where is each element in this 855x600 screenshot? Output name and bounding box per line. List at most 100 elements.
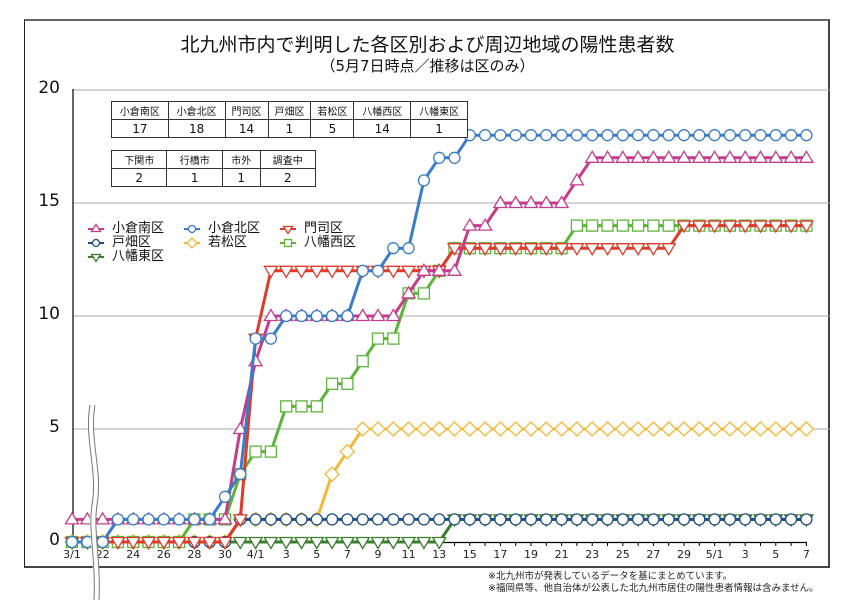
triangle-up-marker-icon <box>88 223 104 233</box>
x-tick-label: 3/1 <box>63 548 81 561</box>
data-point <box>263 536 279 550</box>
data-point <box>630 243 646 256</box>
table-value-cell: 17 <box>111 119 169 138</box>
data-point <box>370 308 386 322</box>
data-point <box>341 309 354 323</box>
data-point <box>400 285 417 299</box>
table-header-cell: 戸畑区 <box>267 101 312 120</box>
legend-label: 若松区 <box>208 235 248 250</box>
data-point <box>494 513 507 526</box>
legend-item: 八幡西区 <box>280 236 376 250</box>
data-point <box>188 513 201 526</box>
data-point <box>615 150 631 163</box>
data-point <box>310 309 323 323</box>
x-tick-label: 21 <box>555 548 569 561</box>
data-point <box>661 243 677 256</box>
data-point <box>784 513 798 526</box>
data-point <box>599 421 616 437</box>
data-point <box>371 332 385 345</box>
table-header-cell: 八幡西区 <box>353 101 412 120</box>
data-point <box>385 265 401 279</box>
data-point <box>524 513 538 526</box>
data-point <box>645 243 662 256</box>
data-point <box>309 265 325 279</box>
legend-row: 小倉南区 小倉北区 門司区 <box>88 222 376 236</box>
diamond-marker-icon <box>184 237 200 249</box>
data-point <box>127 513 140 526</box>
data-point <box>354 421 371 437</box>
data-point <box>599 243 616 256</box>
data-point <box>431 536 447 550</box>
x-tick-label: 11 <box>402 548 416 561</box>
data-point <box>477 217 493 231</box>
table-header-cell: 小倉北区 <box>167 101 226 120</box>
data-point <box>293 536 310 550</box>
data-point <box>769 129 782 142</box>
data-point <box>431 263 447 276</box>
data-point <box>263 308 279 322</box>
table-value-cell: 2 <box>110 168 168 187</box>
data-point <box>355 308 371 322</box>
data-point <box>676 220 692 234</box>
data-point <box>325 309 339 323</box>
data-point <box>324 466 341 483</box>
legend-item: 戸畑区 <box>88 236 184 250</box>
data-point <box>387 513 400 526</box>
data-point <box>309 536 325 550</box>
table-value-cell: 1 <box>410 119 468 138</box>
data-point <box>783 421 800 437</box>
data-point <box>280 513 293 526</box>
data-point <box>706 220 723 234</box>
data-point <box>371 513 385 526</box>
data-point <box>586 219 599 232</box>
x-tick-label: 27 <box>646 548 660 561</box>
data-point <box>508 243 524 256</box>
data-point <box>798 421 815 437</box>
table-header-cell: 下関市 <box>110 150 168 169</box>
data-point <box>171 536 187 550</box>
data-point <box>708 129 721 142</box>
data-point <box>722 150 738 163</box>
circle-marker-icon <box>88 238 104 248</box>
table-value-cell: 14 <box>353 119 412 138</box>
data-point <box>616 219 629 232</box>
data-point <box>767 421 784 437</box>
data-point <box>798 220 815 234</box>
data-point <box>94 511 111 525</box>
data-point <box>446 243 463 256</box>
data-point <box>509 513 522 526</box>
data-point <box>494 129 507 142</box>
table-value-cell: 1 <box>221 168 261 187</box>
data-point <box>676 421 692 437</box>
data-point <box>677 513 691 526</box>
data-point <box>478 513 492 526</box>
data-point <box>538 195 554 209</box>
data-point <box>538 421 555 437</box>
data-point <box>356 264 369 277</box>
data-point <box>234 468 247 481</box>
legend-row: 戸畑区 若松区 八幡西区 <box>88 236 376 250</box>
data-point <box>172 513 186 526</box>
data-point <box>691 150 707 163</box>
x-tick-label: 22 <box>96 548 110 561</box>
x-tick-label: 13 <box>432 548 446 561</box>
data-point <box>708 513 721 526</box>
data-point <box>601 513 614 526</box>
y-tick-label: 5 <box>49 417 60 437</box>
data-point <box>278 536 294 550</box>
data-point <box>540 513 553 526</box>
data-point <box>417 287 431 300</box>
data-point <box>249 332 262 345</box>
legend-item: 小倉北区 <box>184 222 280 236</box>
data-point <box>737 150 753 163</box>
chart-frame <box>24 19 830 568</box>
footnotes: ※北九州市が発表しているデータを基にまとめています。 ※福岡県等、他自治体が公表… <box>488 571 819 595</box>
series-6 <box>65 129 813 549</box>
data-point <box>416 536 432 550</box>
data-point <box>295 400 308 413</box>
data-point <box>800 129 813 142</box>
data-point <box>385 536 401 550</box>
data-point <box>631 513 645 526</box>
data-point <box>64 511 80 525</box>
